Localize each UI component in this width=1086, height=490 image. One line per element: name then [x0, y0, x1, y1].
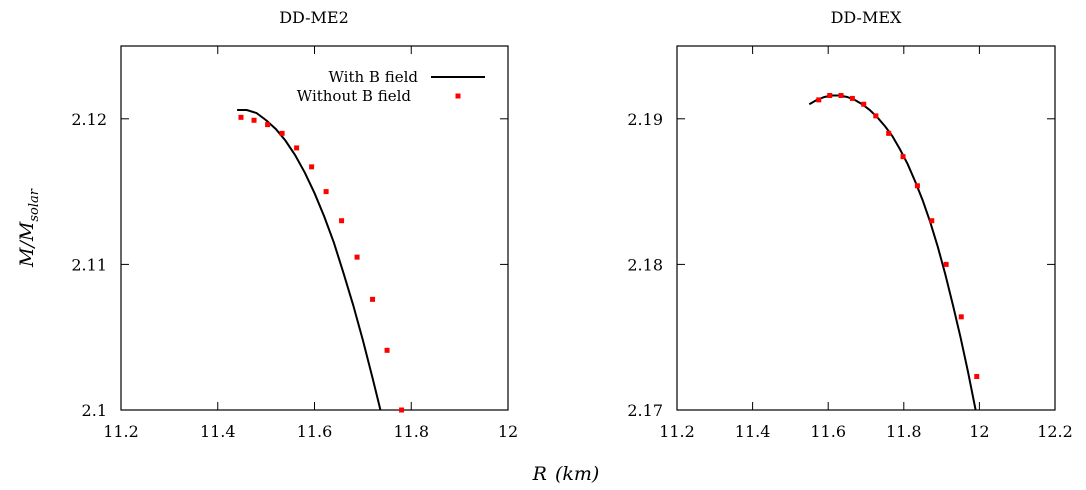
data-point-without-b-field: [323, 189, 329, 195]
y-tick-label: 2.18: [627, 255, 663, 274]
panel-dd-mex: DD-MEX 11.2 11.4 11.6 11.8 12 12.2 2.17 2.18 2.1…: [627, 8, 1073, 441]
data-point-without-b-field: [974, 374, 980, 380]
y-tick-label: 2.1: [82, 401, 107, 420]
x-tick-label: 11.4: [200, 422, 236, 441]
panel-dd-me2: DD-ME2 11.2 11.4 11.6 11.8 12 2.1 2.11 2.12 Wit…: [71, 8, 518, 441]
tick-layer: 11.2 11.4 11.6 11.8 12 12.2 2.17 2.18 2.19: [627, 46, 1073, 441]
x-tick-label: 12: [969, 422, 989, 441]
data-point-without-b-field: [914, 183, 920, 189]
data-layer: [808, 93, 980, 410]
y-tick-label: 2.11: [71, 255, 107, 274]
x-tick-label: 11.4: [735, 422, 771, 441]
data-point-without-b-field: [279, 130, 285, 136]
panel-title: DD-MEX: [831, 8, 902, 27]
legend: With B field Without B field: [297, 68, 485, 105]
data-point-without-b-field: [886, 130, 892, 136]
x-tick-label: 11.6: [810, 422, 846, 441]
y-axis-label: M/Msolar: [16, 188, 42, 268]
panel-title: DD-ME2: [279, 8, 349, 27]
legend-label-without-b-field: Without B field: [297, 87, 412, 105]
x-tick-label: 11.2: [659, 422, 695, 441]
data-point-without-b-field: [816, 97, 822, 103]
legend-point-sample: [455, 93, 461, 99]
y-tick-label: 2.17: [627, 401, 663, 420]
legend-label-with-b-field: With B field: [329, 68, 419, 86]
data-point-without-b-field: [900, 154, 906, 160]
data-point-without-b-field: [354, 254, 360, 260]
data-point-without-b-field: [929, 218, 935, 224]
x-tick-label: 11.6: [297, 422, 333, 441]
data-point-without-b-field: [309, 164, 315, 170]
data-point-without-b-field: [265, 122, 271, 128]
data-point-without-b-field: [399, 407, 405, 413]
x-tick-label: 11.8: [886, 422, 922, 441]
data-layer: [237, 109, 405, 413]
x-axis-label: R (km): [532, 463, 600, 485]
data-point-without-b-field: [370, 296, 376, 302]
x-tick-label: 12: [498, 422, 518, 441]
data-point-without-b-field: [861, 101, 867, 107]
series-line-with-b-field: [808, 94, 977, 410]
y-tick-label: 2.12: [71, 110, 107, 129]
x-tick-label: 11.2: [103, 422, 139, 441]
data-point-without-b-field: [294, 145, 300, 151]
data-point-without-b-field: [873, 113, 879, 119]
y-tick-label: 2.19: [627, 110, 663, 129]
data-point-without-b-field: [849, 95, 855, 101]
plot-frame: [676, 45, 1056, 411]
x-tick-label: 12.2: [1037, 422, 1073, 441]
series-line-with-b-field: [237, 109, 382, 410]
data-point-without-b-field: [943, 261, 949, 267]
data-point-without-b-field: [827, 93, 833, 98]
data-point-without-b-field: [238, 114, 244, 120]
data-point-without-b-field: [838, 93, 844, 98]
x-tick-label: 11.8: [393, 422, 429, 441]
data-point-without-b-field: [251, 117, 257, 123]
data-point-without-b-field: [384, 347, 390, 353]
data-point-without-b-field: [339, 218, 345, 224]
data-point-without-b-field: [958, 314, 964, 320]
tick-layer: 11.2 11.4 11.6 11.8 12 2.1 2.11 2.12: [71, 46, 518, 441]
